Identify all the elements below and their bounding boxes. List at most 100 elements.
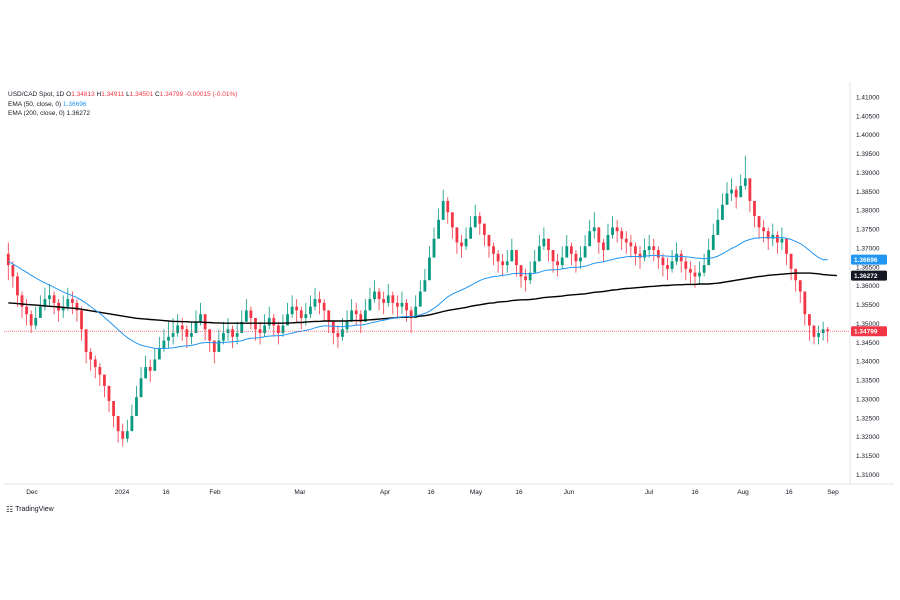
candle-down <box>634 246 637 254</box>
candle-up <box>418 291 422 307</box>
candle-up <box>428 257 431 281</box>
candle-down <box>112 400 115 417</box>
candle-down <box>487 234 491 247</box>
price-chart[interactable]: 1.31000 1.31500 1.32000 1.32500 1.33000 1.335… <box>4 82 894 502</box>
candle-down <box>327 310 331 322</box>
close-value: 1.34799 <box>159 91 184 98</box>
ema50-legend-row[interactable]: EMA (50, close, 0) 1.36696 <box>8 100 237 110</box>
candle-down <box>405 302 408 311</box>
candle-up <box>743 178 747 186</box>
ema200-badge-text: 1.36272 <box>854 273 878 280</box>
time-tick-label: 16 <box>515 489 523 496</box>
candle-up <box>235 333 239 337</box>
candle-up <box>341 329 344 337</box>
candle-down <box>16 276 19 296</box>
candle-up <box>528 272 532 281</box>
candle-up <box>707 250 711 266</box>
candle-up <box>702 265 706 273</box>
candle-up <box>263 325 267 334</box>
candle-down <box>757 216 761 228</box>
candle-down <box>460 242 463 247</box>
candle-up <box>190 333 193 337</box>
candle-down <box>803 291 807 315</box>
time-tick-label: Apr <box>380 489 391 496</box>
price-tick-label: 1.36500 <box>856 264 880 271</box>
ema200-line <box>8 272 837 324</box>
ema200-legend-value: 1.36272 <box>66 110 91 117</box>
last-price-badge-text: 1.34799 <box>854 329 878 336</box>
candle-down <box>249 310 253 318</box>
ema50-badge-text: 1.36696 <box>854 257 878 264</box>
time-tick-label: 16 <box>162 489 170 496</box>
candle-up <box>670 261 674 269</box>
candle-up <box>281 325 285 334</box>
candle-up <box>290 306 294 315</box>
candle-down <box>11 265 15 277</box>
candle-down <box>482 223 486 235</box>
candle-down <box>98 367 102 375</box>
candle-up <box>286 314 289 326</box>
candle-down <box>396 302 399 307</box>
price-tick-label: 1.38000 <box>856 208 880 215</box>
candle-down <box>107 385 111 401</box>
candle-down <box>620 231 624 239</box>
candle-down <box>501 261 505 266</box>
ema50-legend-value: 1.36696 <box>62 100 87 108</box>
candle-up <box>583 246 587 258</box>
chart-area[interactable]: 1.31000 1.31500 1.32000 1.32500 1.33000 1.335… <box>4 82 894 502</box>
price-tick-label: 1.40000 <box>856 132 880 139</box>
ema200-legend-label: EMA (200, close, 0) <box>8 110 65 117</box>
time-tick-label: Feb <box>209 489 221 496</box>
candle-down <box>272 317 276 326</box>
time-tick-label: Sep <box>827 489 839 496</box>
price-tick-label: 1.35500 <box>856 302 880 309</box>
candle-up <box>176 325 180 334</box>
candle-down <box>762 227 766 232</box>
candle-down <box>629 242 633 247</box>
price-tick-label: 1.38500 <box>856 189 880 196</box>
time-tick-label: 16 <box>427 489 435 496</box>
candle-up <box>771 234 775 239</box>
price-badges: 1.36696 1.36272 1.34799 <box>851 254 887 337</box>
symbol-label: USD/CAD Spot, 1D <box>8 91 65 98</box>
price-tick-label: 1.33500 <box>856 378 880 385</box>
candle-up <box>611 227 614 235</box>
candle-up <box>432 238 436 258</box>
candle-up <box>817 333 820 337</box>
candle-down <box>203 314 207 330</box>
time-tick-label: Jun <box>564 489 575 496</box>
candle-down <box>684 261 688 269</box>
candle-up <box>400 302 404 307</box>
candle-up <box>125 431 129 439</box>
ema200-legend-row[interactable]: EMA (200, close, 0) 1.36272 <box>8 109 237 119</box>
tradingview-icon: ☷ <box>6 505 13 514</box>
candle-down <box>446 200 450 213</box>
candle-down <box>693 272 697 277</box>
close-label: C <box>155 91 160 98</box>
candle-up <box>423 280 427 292</box>
candle-down <box>103 374 106 386</box>
candle-down <box>299 310 303 318</box>
candle-up <box>716 219 720 235</box>
candle-up <box>473 216 477 228</box>
candle-down <box>331 321 335 334</box>
candle-up <box>34 317 38 326</box>
high-label: H <box>96 91 102 98</box>
candle-up <box>153 359 157 371</box>
open-value: 1.34813 <box>71 91 95 98</box>
candle-down <box>652 246 656 251</box>
candle-up <box>345 321 349 330</box>
candle-up <box>66 299 70 307</box>
candle-up <box>386 295 390 303</box>
price-tick-label: 1.34500 <box>856 340 880 347</box>
price-tick-label: 1.32000 <box>856 434 880 441</box>
candle-up <box>368 299 372 311</box>
candle-down <box>70 299 74 303</box>
candle-up <box>38 306 42 318</box>
ohlc-row: USD/CAD Spot, 1D O1.34813 H1.34911 L1.34… <box>8 90 237 100</box>
candle-up <box>222 333 225 341</box>
tradingview-logo[interactable]: ☷ TradingView <box>6 505 54 514</box>
time-tick-label: Dec <box>26 489 38 496</box>
candle-up <box>675 253 679 262</box>
candle-up <box>199 314 202 322</box>
